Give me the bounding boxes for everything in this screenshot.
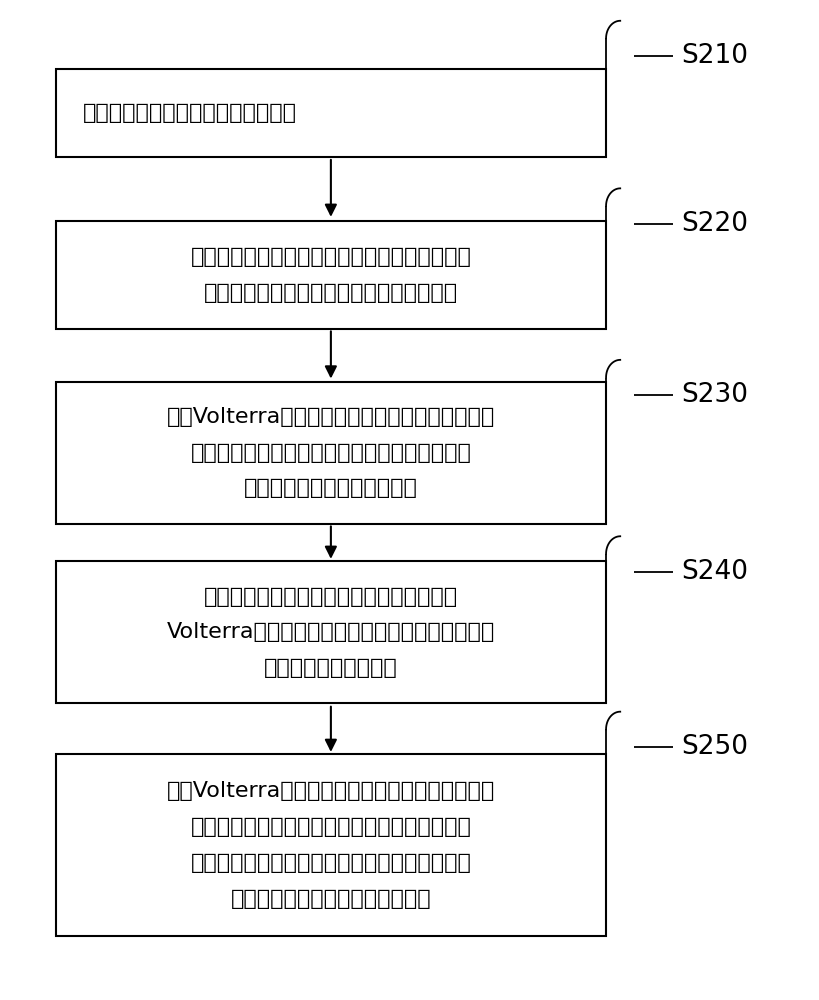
- Text: Volterra核系数向量的稀疏解及稀疏解中每个非零: Volterra核系数向量的稀疏解及稀疏解中每个非零: [167, 622, 495, 642]
- Text: 将多音正弦激励信号作为训练信号输入至非线性: 将多音正弦激励信号作为训练信号输入至非线性: [191, 247, 471, 267]
- Text: 根据Volterra核系数向量的每个非零项系数及其对: 根据Volterra核系数向量的每个非零项系数及其对: [167, 781, 495, 801]
- Bar: [56, 561, 606, 703]
- Text: 行频域建模，得到矩阵形式的非线性系统的频域: 行频域建模，得到矩阵形式的非线性系统的频域: [191, 443, 471, 463]
- Text: 利用运筹优化模型求解频域训练矩阵，得到: 利用运筹优化模型求解频域训练矩阵，得到: [204, 587, 458, 607]
- Text: S250: S250: [681, 734, 748, 760]
- Text: 项系数对应的延时组合: 项系数对应的延时组合: [264, 658, 398, 678]
- Text: S230: S230: [681, 382, 748, 408]
- Text: 训练数据，记为频域训练矩阵: 训练数据，记为频域训练矩阵: [244, 478, 418, 498]
- Text: 际输出信号中去除抵消信号，得到非线性系统校: 际输出信号中去除抵消信号，得到非线性系统校: [191, 853, 471, 873]
- Bar: [56, 69, 606, 157]
- Text: 系统，输出得到非线性系统的时域训练数据: 系统，输出得到非线性系统的时域训练数据: [204, 283, 458, 303]
- Bar: [56, 221, 606, 329]
- Text: 应的延时组合生成抵消信号，从非线性系统的实: 应的延时组合生成抵消信号，从非线性系统的实: [191, 817, 471, 837]
- Text: 利用Volterra模型对非线性系统的时域训练数据进: 利用Volterra模型对非线性系统的时域训练数据进: [167, 407, 495, 427]
- Bar: [56, 754, 606, 936]
- Bar: [56, 382, 606, 524]
- Text: S240: S240: [681, 559, 748, 585]
- Text: S210: S210: [681, 43, 748, 69]
- Text: S220: S220: [681, 211, 748, 237]
- Text: 构建非线性系统的多音正弦激励信号: 构建非线性系统的多音正弦激励信号: [84, 103, 297, 123]
- Text: 正后的不含非线性成分的输出信号: 正后的不含非线性成分的输出信号: [231, 889, 431, 909]
